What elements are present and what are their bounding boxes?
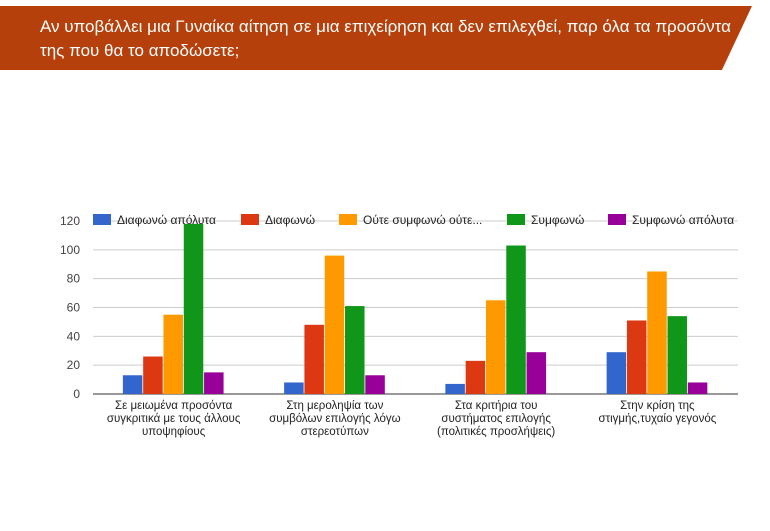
bar: [365, 375, 385, 394]
legend-label: Συμφωνώ: [531, 213, 584, 227]
bar: [163, 314, 183, 394]
legend-label: Διαφωνώ: [265, 213, 315, 227]
bar: [506, 245, 526, 394]
x-category-label: (πολιτικές προσλήψεις): [437, 426, 555, 438]
x-category-label: συμβόλων επιλογής λόγω: [269, 413, 400, 425]
title-banner: Αν υποβάλλει μια Γυναίκα αίτηση σε μια ε…: [0, 6, 752, 70]
question-title: Αν υποβάλλει μια Γυναίκα αίτηση σε μια ε…: [40, 17, 731, 60]
bar: [445, 383, 465, 394]
x-category-label: Στην κρίση της: [620, 400, 695, 412]
y-tick-label: 40: [67, 329, 81, 343]
y-tick-label: 80: [67, 272, 81, 286]
bar: [183, 223, 204, 394]
y-tick-label: 60: [67, 301, 81, 315]
x-category-label: Σε μειωμένα προσόντα: [115, 400, 233, 412]
bar: [345, 306, 365, 394]
legend-swatch: [241, 214, 259, 225]
bar: [324, 255, 345, 394]
legend-swatch: [339, 214, 357, 225]
bar: [143, 356, 163, 394]
bar: [304, 324, 324, 394]
legend-swatch: [507, 214, 525, 225]
legend-swatch: [93, 214, 111, 225]
bar: [606, 352, 627, 394]
x-category-label: στερεοτύπων: [301, 426, 369, 438]
y-axis: 0 20 40 60 80 100 120: [60, 214, 80, 401]
bar: [626, 320, 647, 394]
y-tick-label: 0: [73, 387, 80, 401]
y-tick-label: 20: [67, 358, 81, 372]
legend-label: Διαφωνώ απόλυτα: [117, 213, 216, 227]
y-tick-label: 120: [60, 214, 80, 228]
x-category-label: υποψηφίους: [142, 426, 206, 438]
legend-label: Ούτε συμφωνώ ούτε...: [363, 213, 482, 227]
bar: [647, 271, 667, 394]
x-category-label: συγκριτικά με τους άλλους: [107, 413, 241, 425]
bar: [687, 382, 708, 394]
legend-swatch: [608, 214, 626, 225]
y-tick-label: 100: [60, 243, 80, 257]
bar: [526, 352, 547, 394]
bar: [204, 372, 224, 394]
bar: [465, 360, 486, 394]
x-category-label: συστήματος επιλογής: [441, 413, 551, 425]
bar: [485, 300, 506, 394]
bar: [284, 382, 304, 394]
x-category-label: Στα κριτήρια του: [455, 400, 538, 412]
bars: [122, 223, 708, 394]
x-category-label: Στη μεροληψία των: [286, 400, 383, 412]
legend: Διαφωνώ απόλυτα Διαφωνώ Ούτε συμφωνώ ούτε.…: [93, 213, 734, 227]
bar: [667, 316, 688, 394]
bar: [122, 375, 143, 394]
x-category-label: στιγμής,τυχαίο γεγονός: [598, 413, 716, 425]
legend-label: Συμφωνώ απόλυτα: [632, 213, 734, 227]
